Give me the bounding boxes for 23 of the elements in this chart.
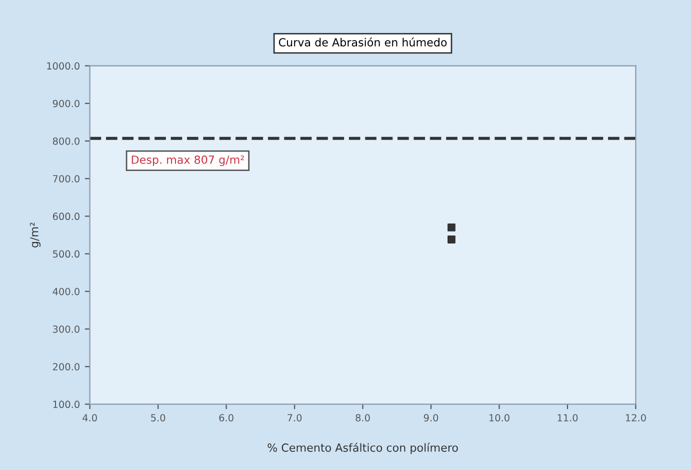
y-tick-label: 800.0 (52, 137, 80, 145)
y-tick-label: 300.0 (53, 325, 80, 333)
chart-title: Curva de Abrasión en húmedo (278, 37, 447, 47)
x-tick-label: 5.0 (151, 414, 166, 422)
y-tick-label: 600.0 (52, 212, 80, 220)
y-tick-label: 100.0 (53, 400, 80, 408)
y-tick-label: 1000.0 (47, 62, 80, 70)
x-tick-label: 7.0 (288, 414, 302, 422)
x-tick-label: 4.0 (82, 414, 97, 422)
y-axis-title: g/m² (30, 222, 41, 248)
x-tick-label: 11.0 (558, 414, 578, 422)
x-tick-label: 10.0 (489, 414, 510, 422)
y-tick-label: 500.0 (53, 250, 80, 258)
y-tick-label: 900.0 (52, 100, 80, 108)
x-tick-label: 6.0 (219, 414, 234, 422)
y-tick-label: 700.0 (53, 175, 80, 182)
x-tick-label: 8.0 (356, 414, 370, 422)
x-axis-title: % Cemento Asfáltico con polímero (268, 442, 458, 454)
ref-line-label: Desp. max 807 g/m² (132, 155, 244, 166)
x-tick-label: 12.0 (626, 414, 646, 422)
y-tick-label: 400.0 (52, 288, 80, 296)
y-tick-label: 200.0 (52, 363, 80, 370)
x-tick-label: 9.0 (424, 414, 438, 422)
